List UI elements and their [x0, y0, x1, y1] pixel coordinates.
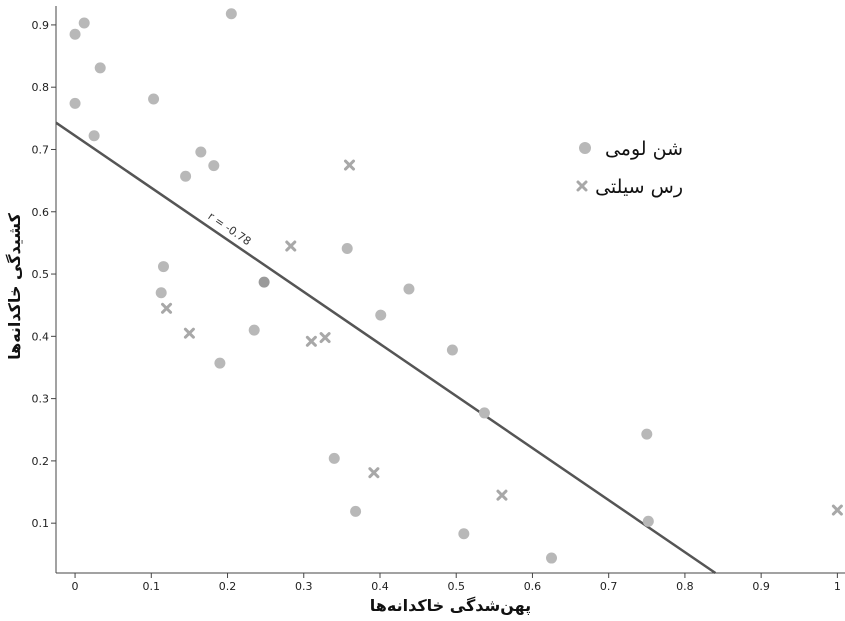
legend-label-silty-clay: رس سیلتی: [595, 176, 683, 198]
data-point-x: [161, 302, 173, 314]
legend-x-marker: [576, 180, 588, 192]
x-tick-label: 0.7: [600, 580, 618, 593]
data-point-circle: [546, 552, 558, 564]
legend-x-glyph: [576, 180, 588, 192]
data-point-circle: [180, 170, 192, 182]
data-point-circle: [148, 93, 160, 105]
data-point-x: [368, 467, 380, 479]
data-point-x: [319, 332, 331, 344]
data-point-circle: [403, 283, 415, 295]
y-axis-title: کشیدگی خاکدانه‌ها: [5, 212, 24, 360]
data-point-x: [305, 335, 317, 347]
x-tick-label: 0.5: [447, 580, 465, 593]
data-point-circle: [69, 28, 81, 40]
x-tick-label: 0.3: [295, 580, 313, 593]
data-point-circle: [642, 515, 654, 527]
data-point-circle: [208, 160, 220, 172]
data-point-circle: [328, 452, 340, 464]
data-point-x: [831, 504, 843, 516]
x-tick-label: 0.8: [676, 580, 694, 593]
legend-label-sandy-loam: شن لومی: [605, 138, 683, 160]
x-axis-title: پهن‌شدگی خاکدانه‌ها: [370, 596, 531, 616]
y-tick-label: 0.6: [32, 206, 50, 219]
legend: شن لومی رس سیلتی: [576, 138, 683, 198]
y-tick-label: 0.4: [32, 330, 50, 343]
regression-line: [55, 121, 717, 575]
data-point-circle: [248, 324, 260, 336]
legend-circle-marker: [579, 142, 591, 154]
data-point-circle: [258, 276, 270, 288]
data-point-circle: [88, 130, 100, 142]
x-tick-label: 0.9: [752, 580, 770, 593]
data-point-circle: [350, 505, 362, 517]
data-point-circle: [341, 243, 353, 255]
axis-ticks: 0 0.1 0.2 0.3 0.4 0.5 0.6 0.7 0.8 0.9 1 0.1 0.2 0.3 0.…: [32, 19, 841, 593]
data-point-x: [183, 327, 195, 339]
x-tick-label: 0.2: [219, 580, 237, 593]
data-point-x: [343, 159, 355, 171]
data-point-circle: [94, 62, 106, 74]
data-points: [69, 8, 843, 564]
data-point-circle: [375, 309, 387, 321]
data-point-x: [496, 489, 508, 501]
data-point-circle: [446, 344, 458, 356]
data-point-circle: [225, 8, 237, 20]
x-tick-label: 0: [72, 580, 79, 593]
data-point-circle: [157, 261, 169, 273]
data-point-circle: [195, 146, 207, 158]
data-point-circle: [78, 17, 90, 29]
data-point-x: [285, 240, 297, 252]
data-point-circle: [458, 528, 470, 540]
y-tick-label: 0.3: [32, 393, 50, 406]
data-point-circle: [214, 357, 226, 369]
x-tick-label: 1: [834, 580, 841, 593]
x-tick-label: 0.1: [143, 580, 161, 593]
data-point-circle: [641, 428, 653, 440]
y-tick-label: 0.2: [32, 455, 50, 468]
y-tick-label: 0.7: [32, 143, 50, 156]
data-point-circle: [155, 287, 167, 299]
y-tick-label: 0.1: [32, 517, 50, 530]
data-point-circle: [69, 97, 81, 109]
x-tick-label: 0.6: [524, 580, 542, 593]
y-tick-label: 0.5: [32, 268, 50, 281]
x-tick-label: 0.4: [371, 580, 389, 593]
plot-area: [55, 6, 845, 574]
y-tick-label: 0.8: [32, 81, 50, 94]
y-tick-label: 0.9: [32, 19, 50, 32]
data-point-circle: [478, 407, 490, 419]
